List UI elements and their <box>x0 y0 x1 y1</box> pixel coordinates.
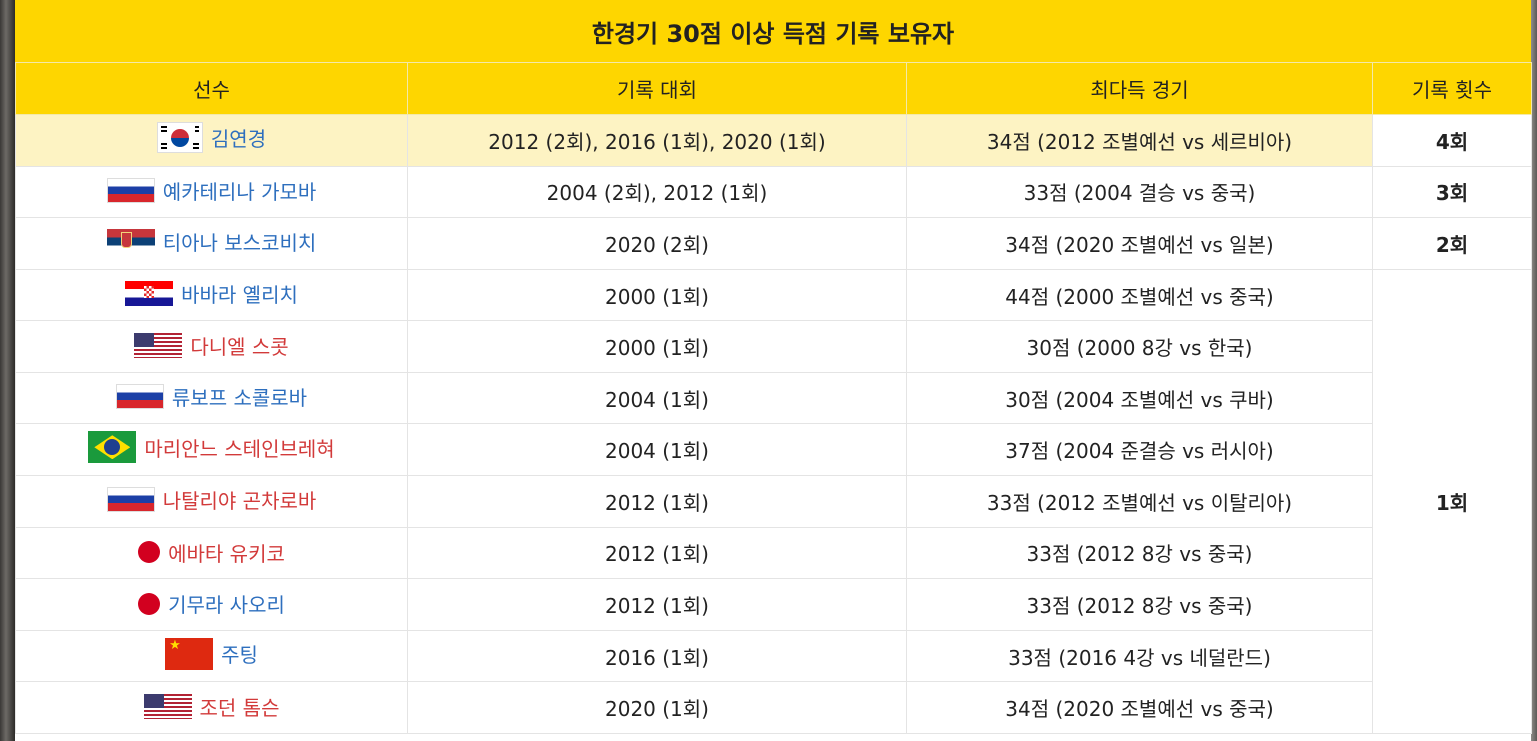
tournaments-cell: 2020 (2회) <box>407 217 907 270</box>
best-game-cell: 30점 (2000 8강 vs 한국) <box>906 320 1373 373</box>
table-row: 류보프 소콜로바 2004 (1회) 30점 (2004 조별예선 vs 쿠바) <box>15 371 1532 425</box>
japan-flag-icon <box>138 592 161 615</box>
player-name-link[interactable]: 기무라 사오리 <box>168 593 285 618</box>
player-cell: 예카테리나 가모바 <box>15 165 408 219</box>
best-game-cell: 33점 (2016 4강 vs 네덜란드) <box>906 629 1373 683</box>
best-game-cell: 34점 (2020 조별예선 vs 중국) <box>906 681 1373 734</box>
player-cell: 티아나 보스코비치 <box>15 217 408 270</box>
best-game-cell: 30점 (2004 조별예선 vs 쿠바) <box>906 371 1373 425</box>
player-cell: 마리안느 스테인브레혀 <box>15 423 408 477</box>
tournaments-cell: 2004 (1회) <box>407 371 907 425</box>
usa-flag-icon <box>134 332 183 358</box>
records-body: 김연경 2012 (2회), 2016 (1회), 2020 (1회) 34점 (2… <box>15 114 1532 735</box>
best-game-cell: 34점 (2020 조별예선 vs 일본) <box>906 217 1373 270</box>
record-count-cell: 1회 <box>1372 268 1532 735</box>
player-name-link[interactable]: 예카테리나 가모바 <box>162 179 317 204</box>
tournaments-cell: 2012 (2회), 2016 (1회), 2020 (1회) <box>407 114 907 167</box>
column-header-count: 기록 횟수 <box>1372 62 1532 115</box>
tournaments-cell: 2000 (1회) <box>407 268 907 322</box>
column-header-best-game: 최다득 경기 <box>906 62 1373 115</box>
player-name-link[interactable]: 마리안느 스테인브레혀 <box>144 436 335 461</box>
player-name-link[interactable]: 나탈리야 곤차로바 <box>162 489 317 514</box>
player: 기무라 사오리 <box>138 589 285 618</box>
table-row: 바바라 옐리치 2000 (1회) 44점 (2000 조별예선 vs 중국) 1회 <box>15 268 1532 735</box>
player-cell: 다니엘 스콧 <box>15 320 408 373</box>
player-cell: 나탈리야 곤차로바 <box>15 475 408 528</box>
player: 김연경 <box>156 122 267 154</box>
table-row: 기무라 사오리 2012 (1회) 33점 (2012 8강 vs 중국) <box>15 578 1532 631</box>
player: 에바타 유키코 <box>138 538 285 567</box>
record-count-cell: 3회 <box>1372 165 1532 219</box>
player: 예카테리나 가모바 <box>106 176 317 205</box>
table-row: 예카테리나 가모바 2004 (2회), 2012 (1회) 33점 (2004 결… <box>15 165 1532 219</box>
tournaments-cell: 2004 (2회), 2012 (1회) <box>407 165 907 219</box>
table-row: 나탈리야 곤차로바 2012 (1회) 33점 (2012 조별예선 vs 이탈리아… <box>15 475 1532 528</box>
usa-flag-icon <box>143 693 192 719</box>
player: 마리안느 스테인브레혀 <box>88 431 335 464</box>
player-name-link[interactable]: 에바타 유키코 <box>168 541 285 566</box>
best-game-cell: 33점 (2012 8강 vs 중국) <box>906 526 1373 580</box>
japan-flag-icon <box>138 541 161 564</box>
tournaments-cell: 2016 (1회) <box>407 629 907 683</box>
table-row: 김연경 2012 (2회), 2016 (1회), 2020 (1회) 34점 (2… <box>15 114 1532 167</box>
russia-flag-icon <box>115 384 164 410</box>
record-count-cell: 2회 <box>1372 217 1532 270</box>
table-title: 한경기 30점 이상 득점 기록 보유자 <box>15 0 1531 62</box>
player-cell: 에바타 유키코 <box>15 526 408 580</box>
records-panel: 한경기 30점 이상 득점 기록 보유자 선수 기록 대회 최다득 경기 기록 … <box>15 0 1532 741</box>
best-game-cell: 37점 (2004 준결승 vs 러시아) <box>906 423 1373 477</box>
south-korea-flag-icon <box>156 122 203 154</box>
table-row: 조던 톰슨 2020 (1회) 34점 (2020 조별예선 vs 중국) <box>15 681 1532 734</box>
player: 주팅 <box>165 637 258 670</box>
player-name-link[interactable]: 김연경 <box>210 127 267 152</box>
record-count-cell: 4회 <box>1372 114 1532 167</box>
player-cell: 조던 톰슨 <box>15 681 408 734</box>
player: 다니엘 스콧 <box>134 331 289 360</box>
croatia-flag-icon <box>125 281 174 307</box>
best-game-cell: 33점 (2012 8강 vs 중국) <box>906 578 1373 631</box>
player: 바바라 옐리치 <box>125 279 298 308</box>
right-edge-background <box>1531 0 1537 741</box>
player-cell: 바바라 옐리치 <box>15 268 408 322</box>
tournaments-cell: 2012 (1회) <box>407 526 907 580</box>
best-game-cell: 33점 (2012 조별예선 vs 이탈리아) <box>906 475 1373 528</box>
player-name-link[interactable]: 조던 톰슨 <box>199 695 280 720</box>
tournaments-cell: 2012 (1회) <box>407 578 907 631</box>
player-cell: 류보프 소콜로바 <box>15 371 408 425</box>
player-name-link[interactable]: 주팅 <box>221 643 258 668</box>
left-edge-background <box>0 0 15 741</box>
table-row: 주팅 2016 (1회)33점 (2016 4강 vs 네덜란드) <box>15 629 1532 683</box>
player: 티아나 보스코비치 <box>106 227 317 256</box>
tournaments-cell: 2012 (1회) <box>407 475 907 528</box>
player-name-link[interactable]: 다니엘 스콧 <box>190 334 289 359</box>
header-row: 선수 기록 대회 최다득 경기 기록 횟수 <box>15 62 1532 115</box>
table-row: 다니엘 스콧 2000 (1회) 30점 (2000 8강 vs 한국) <box>15 320 1532 373</box>
tournaments-cell: 2020 (1회) <box>407 681 907 734</box>
russia-flag-icon <box>106 487 155 513</box>
russia-flag-icon <box>106 177 155 203</box>
player-name-link[interactable]: 류보프 소콜로바 <box>171 386 308 411</box>
column-header-player: 선수 <box>15 62 408 115</box>
tournaments-cell: 2004 (1회) <box>407 423 907 477</box>
table-row: 에바타 유키코 2012 (1회) 33점 (2012 8강 vs 중국) <box>15 526 1532 580</box>
table-row: 마리안느 스테인브레혀 2004 (1회) 37점 (2004 준결승 vs 러시아… <box>15 423 1532 477</box>
player-cell: 주팅 <box>15 629 408 683</box>
table-row: 티아나 보스코비치 2020 (2회) 34점 (2020 조별예선 vs 일본) 2… <box>15 217 1532 270</box>
china-flag-icon <box>165 637 214 670</box>
player: 류보프 소콜로바 <box>115 382 308 411</box>
serbia-flag-icon <box>106 229 155 255</box>
tournaments-cell: 2000 (1회) <box>407 320 907 373</box>
brazil-flag-icon <box>88 431 137 464</box>
player: 나탈리야 곤차로바 <box>106 485 317 514</box>
column-header-tournaments: 기록 대회 <box>407 62 907 115</box>
player-cell: 김연경 <box>15 114 408 167</box>
player-name-link[interactable]: 바바라 옐리치 <box>181 283 298 308</box>
records-table: 선수 기록 대회 최다득 경기 기록 횟수 김연경 2012 (2회), 2016… <box>15 62 1532 735</box>
best-game-cell: 44점 (2000 조별예선 vs 중국) <box>906 268 1373 322</box>
best-game-cell: 34점 (2012 조별예선 vs 세르비아) <box>906 114 1373 167</box>
player: 조던 톰슨 <box>143 692 280 721</box>
player-cell: 기무라 사오리 <box>15 578 408 631</box>
player-name-link[interactable]: 티아나 보스코비치 <box>162 231 317 256</box>
best-game-cell: 33점 (2004 결승 vs 중국) <box>906 165 1373 219</box>
